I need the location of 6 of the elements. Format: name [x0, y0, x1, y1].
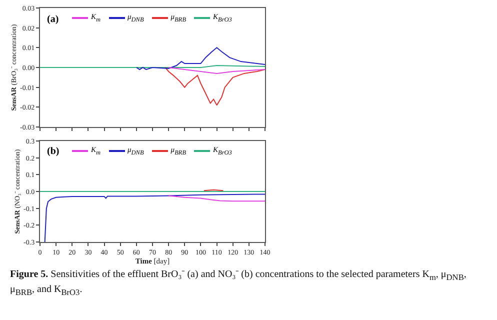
line-series — [136, 47, 265, 70]
text: Figure 5. Sensitivities of the effluent BrO₃⁻ (a) and NO₃⁻ (b) concentrations to the selected parameters K$_{m}$, μ$_{DNB}$, μ$_{BRB}$, and K$_{BrO3}$. — [10, 269, 466, 298]
line-series — [164, 67, 265, 106]
annotation: (b) — [47, 146, 60, 157]
line-series — [44, 194, 265, 242]
annotation: (a) — [47, 14, 59, 25]
